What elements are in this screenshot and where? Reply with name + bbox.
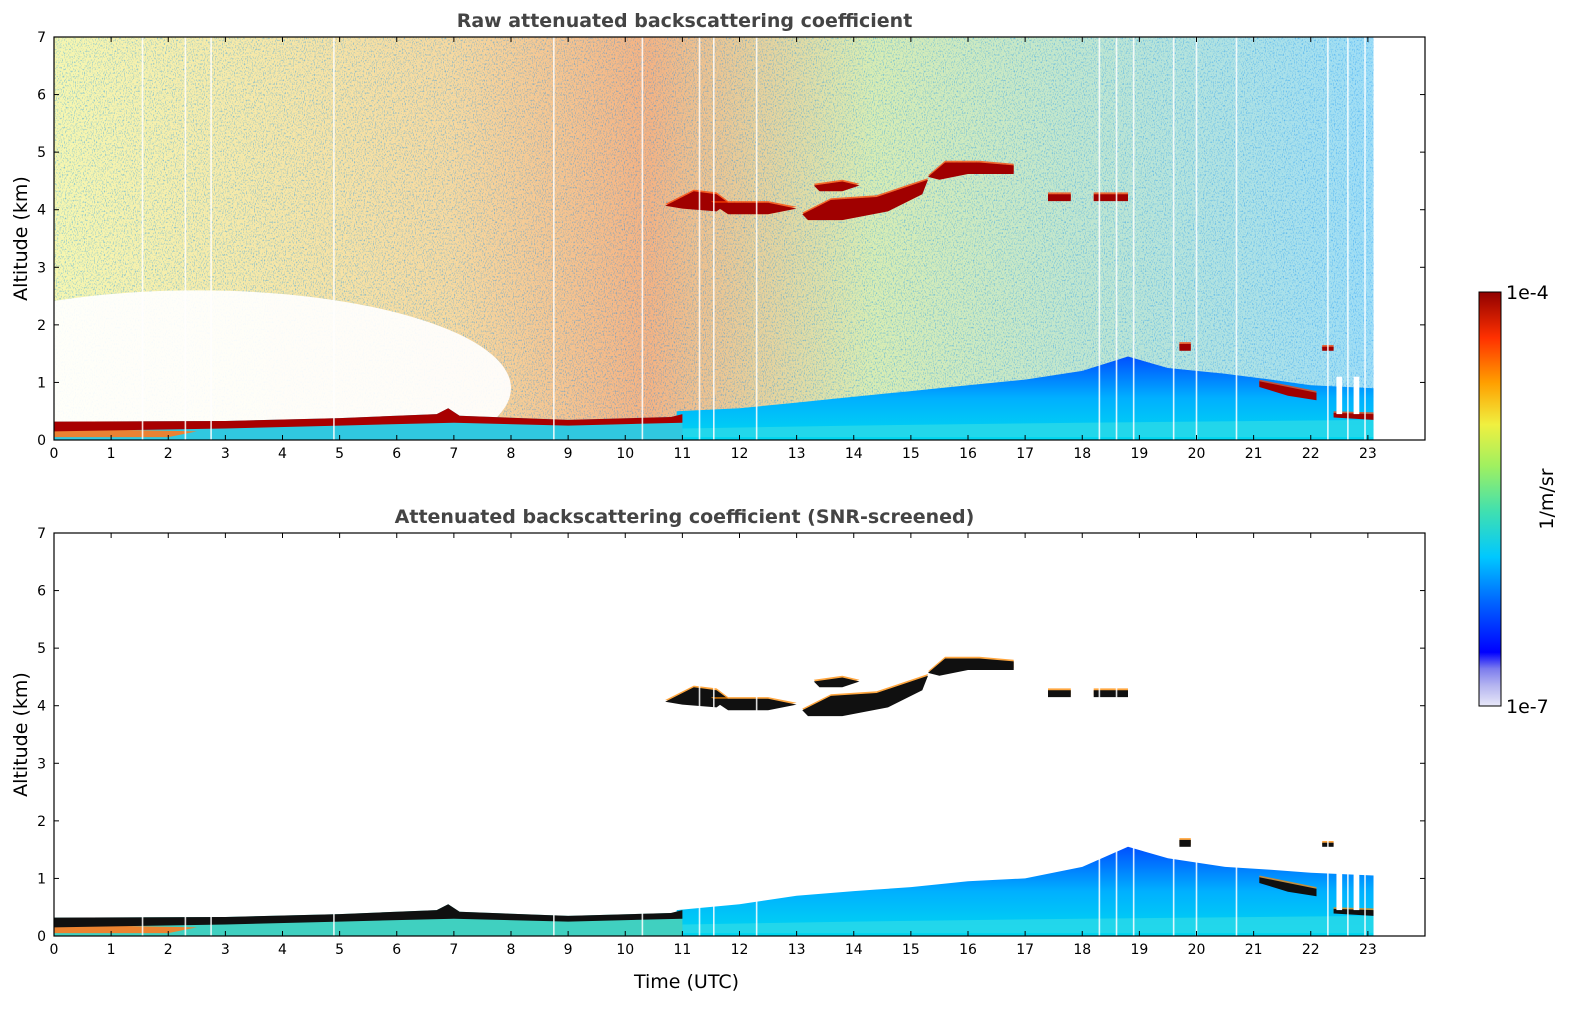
gap-strip-1 [1354,873,1360,910]
x-tick-label: 21 [1245,446,1263,462]
x-tick-label: 1 [107,942,116,958]
lidar-figure: 0 1 2 3 4 5 6 7 8 9 10 11 12 13 14 15 16 17 18 19 20 21 22 2301… [0,0,1595,1020]
panel-title: Attenuated backscattering coefficient (S… [395,506,975,528]
no-data-region [1374,533,1425,936]
x-tick-label: 2 [164,446,173,462]
colorbar-gradient [1479,292,1501,706]
y-tick-label: 1 [37,871,46,887]
plot-area [54,533,1425,936]
x-tick-label: 6 [392,446,401,462]
y-tick-label: 1 [37,375,46,391]
x-tick-label: 5 [335,446,344,462]
cloud-5 [1048,690,1071,697]
x-tick-label: 1 [107,446,116,462]
x-tick-label: 3 [221,446,230,462]
y-tick-label: 2 [37,318,46,334]
panel-title: Raw attenuated backscattering coefficien… [457,10,913,32]
y-tick-label: 3 [37,260,46,276]
y-tick-label: 6 [37,584,46,600]
colorbar-unit-label: 1/m/sr [1536,468,1558,529]
x-tick-label: 16 [959,446,977,462]
y-axis-label: Altitude (km) [10,176,32,301]
y-tick-label: 0 [37,929,46,945]
x-tick-label: 19 [1130,942,1148,958]
x-tick-label: 12 [731,942,749,958]
gap-strip-0 [1336,377,1342,414]
x-tick-label: 16 [959,942,977,958]
cloud-9 [1179,344,1190,351]
y-tick-label: 4 [37,203,46,219]
x-tick-label: 19 [1130,446,1148,462]
gap-strip-0 [1336,873,1342,910]
x-tick-label: 9 [564,446,573,462]
x-tick-label: 14 [845,942,863,958]
x-tick-label: 0 [50,942,59,958]
x-tick-label: 2 [164,942,173,958]
x-tick-label: 4 [278,446,287,462]
x-tick-label: 5 [335,942,344,958]
gap-strip-1 [1354,377,1360,414]
plot-area [0,37,1425,486]
colorbar-max-label: 1e-4 [1506,282,1549,304]
x-tick-label: 0 [50,446,59,462]
colorbar-min-label: 1e-7 [1506,696,1549,718]
y-tick-label: 7 [37,526,46,542]
x-tick-label: 13 [788,446,806,462]
y-tick-label: 3 [37,756,46,772]
x-tick-label: 18 [1073,942,1091,958]
x-tick-label: 7 [449,942,458,958]
y-tick-label: 4 [37,699,46,715]
x-tick-label: 11 [673,942,691,958]
panel-1: 0 1 2 3 4 5 6 7 8 9 10 11 12 13 14 15 16 17 18 19 20 21 22 2301… [0,10,1425,486]
x-tick-label: 17 [1016,446,1034,462]
x-tick-label: 21 [1245,942,1263,958]
panel-2: 0 1 2 3 4 5 6 7 8 9 10 11 12 13 14 15 16 17 18 19 20 21 22 2301… [10,506,1425,993]
y-axis-label: Altitude (km) [10,672,32,797]
x-tick-label: 23 [1359,942,1377,958]
cloud-9 [1179,840,1190,847]
x-tick-label: 20 [1188,446,1206,462]
x-tick-label: 3 [221,942,230,958]
x-tick-label: 14 [845,446,863,462]
x-tick-label: 13 [788,942,806,958]
x-tick-label: 8 [507,446,516,462]
no-data-region [1374,37,1425,440]
x-tick-label: 4 [278,942,287,958]
x-tick-label: 6 [392,942,401,958]
x-axis-label: Time (UTC) [633,971,739,993]
y-tick-label: 7 [37,30,46,46]
x-tick-label: 10 [616,446,634,462]
x-tick-label: 22 [1302,446,1320,462]
x-tick-label: 20 [1188,942,1206,958]
y-tick-label: 5 [37,145,46,161]
x-tick-label: 8 [507,942,516,958]
x-tick-label: 18 [1073,446,1091,462]
x-tick-label: 10 [616,942,634,958]
x-tick-label: 15 [902,942,920,958]
x-tick-label: 12 [731,446,749,462]
x-tick-label: 9 [564,942,573,958]
cloud-5 [1048,194,1071,201]
x-tick-label: 22 [1302,942,1320,958]
x-tick-label: 11 [673,446,691,462]
colorbar: 1e-4 1e-7 1/m/sr [1479,282,1558,718]
x-tick-label: 15 [902,446,920,462]
y-tick-label: 6 [37,88,46,104]
x-tick-label: 7 [449,446,458,462]
y-tick-label: 0 [37,433,46,449]
y-tick-label: 2 [37,814,46,830]
y-tick-label: 5 [37,641,46,657]
x-tick-label: 17 [1016,942,1034,958]
x-tick-label: 23 [1359,446,1377,462]
